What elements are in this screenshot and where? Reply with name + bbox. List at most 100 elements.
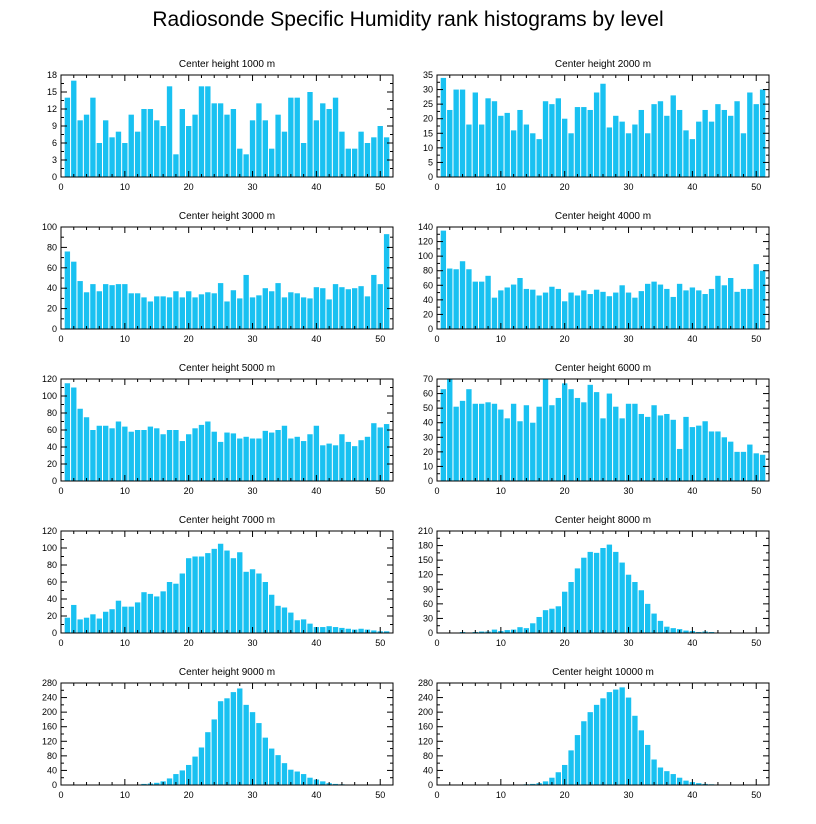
bar — [186, 558, 192, 633]
bar — [676, 109, 683, 177]
y-tick-label: 40 — [47, 594, 57, 604]
bar — [651, 104, 657, 177]
bar — [657, 767, 664, 785]
bar — [109, 609, 115, 633]
x-tick-label: 40 — [311, 182, 321, 192]
y-tick-label: 40 — [423, 418, 433, 428]
bar — [645, 603, 651, 633]
bar — [638, 291, 644, 329]
bar — [269, 594, 275, 633]
bar — [83, 417, 90, 481]
bar — [345, 289, 351, 329]
bar — [377, 284, 383, 329]
bar — [307, 92, 313, 177]
bar — [83, 114, 90, 177]
bar — [243, 571, 249, 633]
bar — [542, 379, 549, 481]
bar — [64, 251, 71, 329]
bar — [568, 750, 574, 785]
x-tick-label: 40 — [311, 790, 321, 800]
bar — [243, 154, 249, 177]
bar — [186, 434, 192, 481]
bar — [358, 286, 364, 329]
bar — [491, 403, 498, 481]
bar — [230, 290, 237, 329]
bar — [307, 777, 313, 785]
panel-title: Center height 9000 m — [179, 667, 275, 678]
bar — [96, 143, 102, 177]
bar — [734, 451, 740, 481]
bar — [186, 764, 192, 785]
bar — [224, 301, 230, 329]
bar — [332, 97, 339, 177]
bar — [217, 283, 224, 329]
bar — [517, 278, 523, 329]
bar — [613, 551, 619, 633]
bar — [453, 269, 459, 329]
bar — [103, 120, 109, 177]
bar — [275, 605, 281, 633]
bar — [638, 413, 644, 481]
bar — [141, 783, 147, 785]
bar — [383, 424, 390, 481]
x-tick-label: 10 — [120, 334, 130, 344]
bar — [134, 430, 141, 481]
bar — [625, 292, 632, 329]
bar — [504, 112, 510, 177]
x-tick-label: 50 — [375, 790, 385, 800]
bar — [613, 406, 619, 481]
bar — [249, 712, 256, 785]
bar — [313, 425, 320, 481]
bar — [237, 148, 243, 177]
bar — [275, 430, 281, 481]
bar — [364, 296, 371, 329]
panel-title: Center height 8000 m — [555, 515, 651, 526]
bar — [562, 383, 568, 481]
bar — [670, 296, 676, 329]
bar — [147, 593, 154, 633]
panel-4: Center height 4000 m 0 10 20 30 40 50 0 20 40 60 80… — [418, 211, 770, 344]
bar — [670, 95, 676, 177]
bar — [619, 687, 625, 785]
x-tick-label: 0 — [434, 790, 439, 800]
bar — [440, 389, 447, 481]
y-tick-label: 60 — [47, 425, 57, 435]
y-tick-label: 60 — [47, 263, 57, 273]
bar — [549, 405, 555, 481]
bar — [702, 294, 708, 329]
bar — [562, 591, 568, 633]
y-tick-label: 60 — [423, 389, 433, 399]
x-tick-label: 50 — [751, 486, 761, 496]
bar — [689, 139, 696, 177]
y-tick-label: 6 — [52, 138, 57, 148]
bar — [466, 389, 472, 481]
bar — [269, 748, 275, 785]
bar — [224, 114, 230, 177]
bar — [657, 620, 664, 633]
bar — [696, 425, 702, 481]
bar — [147, 426, 154, 481]
bar — [606, 296, 613, 329]
bar — [491, 101, 498, 177]
x-tick-label: 50 — [375, 486, 385, 496]
y-tick-label: 200 — [42, 707, 57, 717]
bar — [638, 730, 644, 785]
bar — [77, 619, 83, 633]
bar — [173, 583, 179, 633]
bar — [103, 425, 109, 481]
bar — [683, 130, 689, 177]
bar — [134, 293, 141, 329]
bar — [587, 294, 593, 329]
y-tick-label: 20 — [423, 447, 433, 457]
y-tick-label: 20 — [423, 114, 433, 124]
bar — [109, 285, 115, 329]
bar — [230, 558, 237, 633]
bar — [632, 124, 638, 177]
bar — [281, 425, 288, 481]
x-tick-label: 10 — [496, 334, 506, 344]
bar — [517, 421, 523, 481]
bar — [606, 393, 613, 481]
bar — [281, 131, 288, 177]
bar — [593, 704, 600, 785]
bar — [179, 770, 185, 785]
